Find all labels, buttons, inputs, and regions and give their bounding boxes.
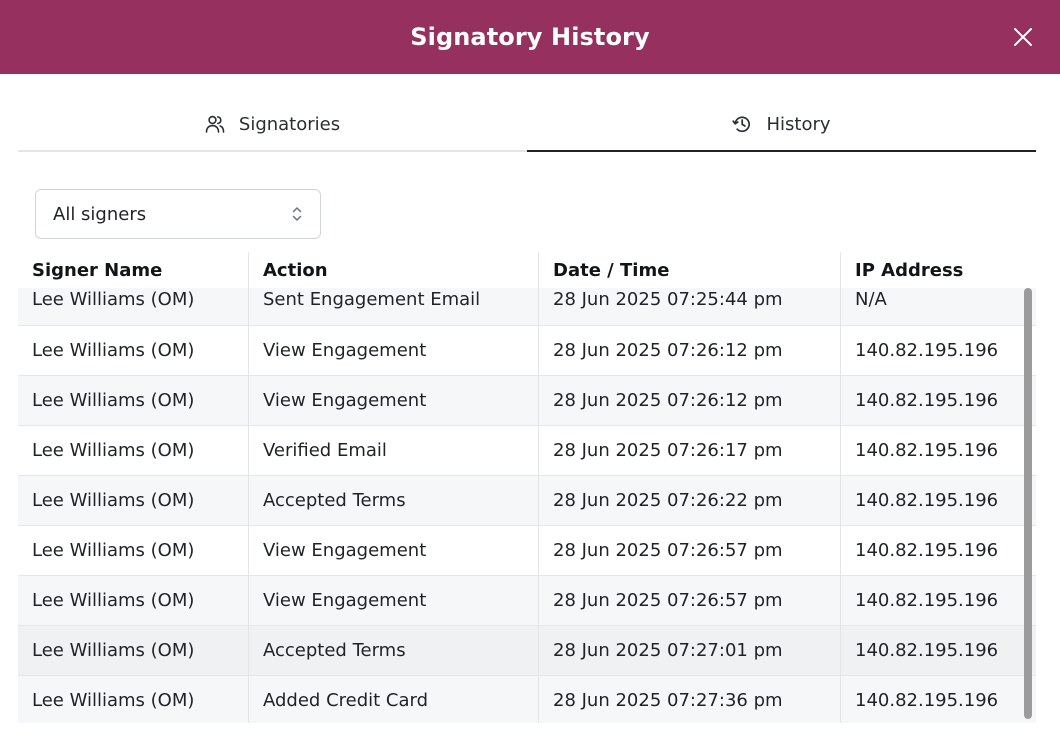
table-row: Lee Williams (OM) Sent Engagement Email …: [18, 288, 1036, 326]
cell-action: Accepted Terms: [249, 626, 539, 675]
cell-action: View Engagement: [249, 326, 539, 375]
cell-date-time: 28 Jun 2025 07:27:01 pm: [539, 626, 841, 675]
cell-signer-name: Lee Williams (OM): [18, 676, 249, 723]
cell-signer-name: Lee Williams (OM): [18, 476, 249, 525]
cell-date-time: 28 Jun 2025 07:25:44 pm: [539, 288, 841, 325]
scrollbar-thumb[interactable]: [1024, 288, 1032, 719]
cell-ip-address: 140.82.195.196: [855, 440, 999, 461]
table-header: Signer Name Action Date / Time IP Addres…: [18, 252, 1036, 288]
cell-date-time: 28 Jun 2025 07:26:17 pm: [539, 426, 841, 475]
cell-action: View Engagement: [249, 526, 539, 575]
cell-signer-name: Lee Williams (OM): [18, 576, 249, 625]
table-row: Lee Williams (OM) View Engagement 28 Jun…: [18, 376, 1036, 426]
cell-ip-address: N/A: [855, 289, 887, 310]
cell-ip-address: 140.82.195.196: [855, 340, 999, 361]
cell-signer-name: Lee Williams (OM): [18, 526, 249, 575]
tab-history-label: History: [766, 113, 831, 135]
table-row: Lee Williams (OM) View Engagement 28 Jun…: [18, 326, 1036, 376]
cell-action: Verified Email: [249, 426, 539, 475]
cell-signer-name: Lee Williams (OM): [18, 326, 249, 375]
column-header-ip-address: IP Address: [855, 259, 964, 281]
table-row: Lee Williams (OM) Accepted Terms 28 Jun …: [18, 476, 1036, 526]
tab-history[interactable]: History: [527, 100, 1036, 152]
cell-ip-address: 140.82.195.196: [855, 540, 999, 561]
users-icon: [205, 114, 225, 134]
column-header-action: Action: [249, 252, 539, 288]
table-row: Lee Williams (OM) Verified Email 28 Jun …: [18, 426, 1036, 476]
table-row: Lee Williams (OM) View Engagement 28 Jun…: [18, 526, 1036, 576]
close-icon: [1014, 28, 1032, 46]
column-header-signer-name: Signer Name: [18, 252, 249, 288]
cell-date-time: 28 Jun 2025 07:26:12 pm: [539, 376, 841, 425]
tab-signatories[interactable]: Signatories: [18, 100, 527, 150]
cell-date-time: 28 Jun 2025 07:27:36 pm: [539, 676, 841, 723]
cell-action: Accepted Terms: [249, 476, 539, 525]
cell-date-time: 28 Jun 2025 07:26:57 pm: [539, 526, 841, 575]
cell-ip-address: 140.82.195.196: [855, 590, 999, 611]
history-icon: [732, 114, 752, 134]
history-table-body: Lee Williams (OM) Sent Engagement Email …: [18, 288, 1036, 723]
cell-action: View Engagement: [249, 576, 539, 625]
cell-date-time: 28 Jun 2025 07:26:12 pm: [539, 326, 841, 375]
modal-header: Signatory History: [0, 0, 1060, 74]
table-scrollbar[interactable]: [1023, 288, 1033, 721]
chevron-up-down-icon: [290, 204, 304, 224]
cell-ip-address: 140.82.195.196: [855, 640, 999, 661]
signer-filter-select[interactable]: All signers: [35, 189, 321, 239]
cell-action: Added Credit Card: [249, 676, 539, 723]
table-row: Lee Williams (OM) View Engagement 28 Jun…: [18, 576, 1036, 626]
cell-date-time: 28 Jun 2025 07:26:22 pm: [539, 476, 841, 525]
cell-signer-name: Lee Williams (OM): [18, 376, 249, 425]
table-row: Lee Williams (OM) Accepted Terms 28 Jun …: [18, 626, 1036, 676]
cell-date-time: 28 Jun 2025 07:26:57 pm: [539, 576, 841, 625]
column-header-date-time: Date / Time: [539, 252, 841, 288]
cell-action: Sent Engagement Email: [249, 288, 539, 325]
cell-signer-name: Lee Williams (OM): [18, 288, 249, 325]
table-row: Lee Williams (OM) Added Credit Card 28 J…: [18, 676, 1036, 723]
cell-ip-address: 140.82.195.196: [855, 390, 999, 411]
tab-signatories-label: Signatories: [238, 113, 341, 135]
cell-action: View Engagement: [249, 376, 539, 425]
cell-ip-address: 140.82.195.196: [855, 490, 999, 511]
modal-title: Signatory History: [410, 23, 650, 51]
cell-signer-name: Lee Williams (OM): [18, 426, 249, 475]
tab-bar: Signatories History: [18, 100, 1036, 152]
close-button[interactable]: [1006, 20, 1040, 54]
cell-signer-name: Lee Williams (OM): [18, 626, 249, 675]
signer-filter-value: All signers: [53, 203, 147, 225]
cell-ip-address: 140.82.195.196: [855, 690, 999, 711]
